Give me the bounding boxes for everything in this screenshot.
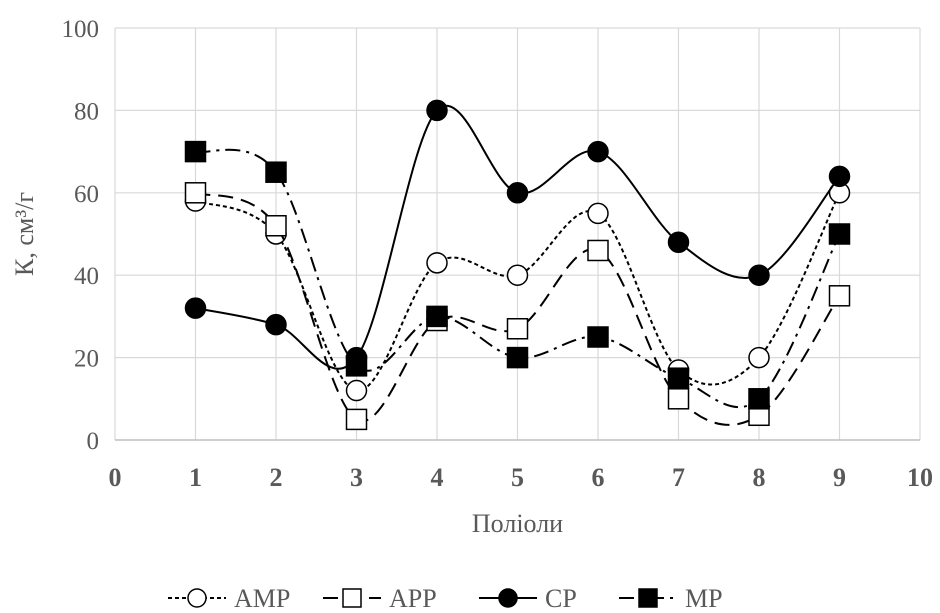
x-tick-label: 9 <box>833 463 846 492</box>
x-axis-title: Поліоли <box>472 509 563 538</box>
data-point <box>828 285 851 307</box>
series-cp <box>184 99 851 370</box>
tick-labels: 0 20 40 60 80 100 0 1 2 3 4 5 6 7 8 9 10 <box>62 16 934 492</box>
legend-label: CP <box>545 584 577 613</box>
data-point <box>345 379 368 402</box>
data-point <box>506 182 529 204</box>
data-point <box>748 388 770 410</box>
data-point <box>345 355 368 377</box>
data-series <box>184 99 851 431</box>
data-point <box>265 215 287 237</box>
legend-label: AMP <box>234 584 290 613</box>
data-point <box>426 252 448 274</box>
legend-item-app: APP <box>323 584 437 613</box>
x-tick-label: 4 <box>431 463 444 492</box>
legend-item-amp: AMP <box>168 584 290 613</box>
legend-marker <box>498 588 518 608</box>
x-tick-label: 0 <box>109 463 122 492</box>
y-tick-label: 20 <box>74 346 99 373</box>
series-mp <box>184 140 851 410</box>
legend-item-mp: MP <box>619 584 723 613</box>
legend-marker <box>342 588 362 608</box>
x-tick-label: 5 <box>511 463 524 492</box>
legend-label: MP <box>685 584 723 613</box>
data-point <box>184 182 207 204</box>
x-tick-label: 8 <box>753 463 766 492</box>
legend-marker <box>638 588 658 608</box>
x-tick-label: 7 <box>672 463 685 492</box>
data-point <box>506 318 529 340</box>
y-tick-label: 40 <box>74 263 99 290</box>
data-point <box>828 223 851 245</box>
data-point <box>184 140 207 163</box>
data-point <box>265 313 287 336</box>
data-point <box>506 346 529 369</box>
x-tick-label: 3 <box>350 463 363 492</box>
data-point <box>265 161 287 183</box>
y-tick-label: 0 <box>87 428 100 455</box>
legend-item-cp: CP <box>479 584 577 613</box>
y-tick-label: 80 <box>74 98 99 125</box>
legend-marker <box>187 588 207 608</box>
data-point <box>587 140 609 163</box>
data-point <box>667 231 690 253</box>
y-tick-label: 100 <box>62 16 100 43</box>
y-tick-label: 60 <box>74 181 99 208</box>
data-point <box>426 305 448 328</box>
y-axis-title: К, см³/г <box>10 192 39 276</box>
x-tick-label: 1 <box>189 463 202 492</box>
data-point <box>587 202 609 225</box>
x-tick-label: 2 <box>270 463 283 492</box>
data-point <box>667 388 690 410</box>
x-tick-label: 10 <box>907 463 933 492</box>
data-point <box>828 165 851 188</box>
data-point <box>345 408 368 431</box>
data-point <box>748 264 770 286</box>
data-point <box>184 297 207 319</box>
data-point <box>426 99 448 122</box>
legend: AMP APP CP MP <box>168 584 723 613</box>
x-tick-label: 6 <box>592 463 605 492</box>
data-point <box>748 346 770 369</box>
data-point <box>506 264 529 286</box>
legend-label: APP <box>389 584 437 613</box>
series-line <box>195 104 841 370</box>
data-point <box>587 239 609 262</box>
data-point <box>667 367 690 389</box>
data-point <box>587 326 609 348</box>
